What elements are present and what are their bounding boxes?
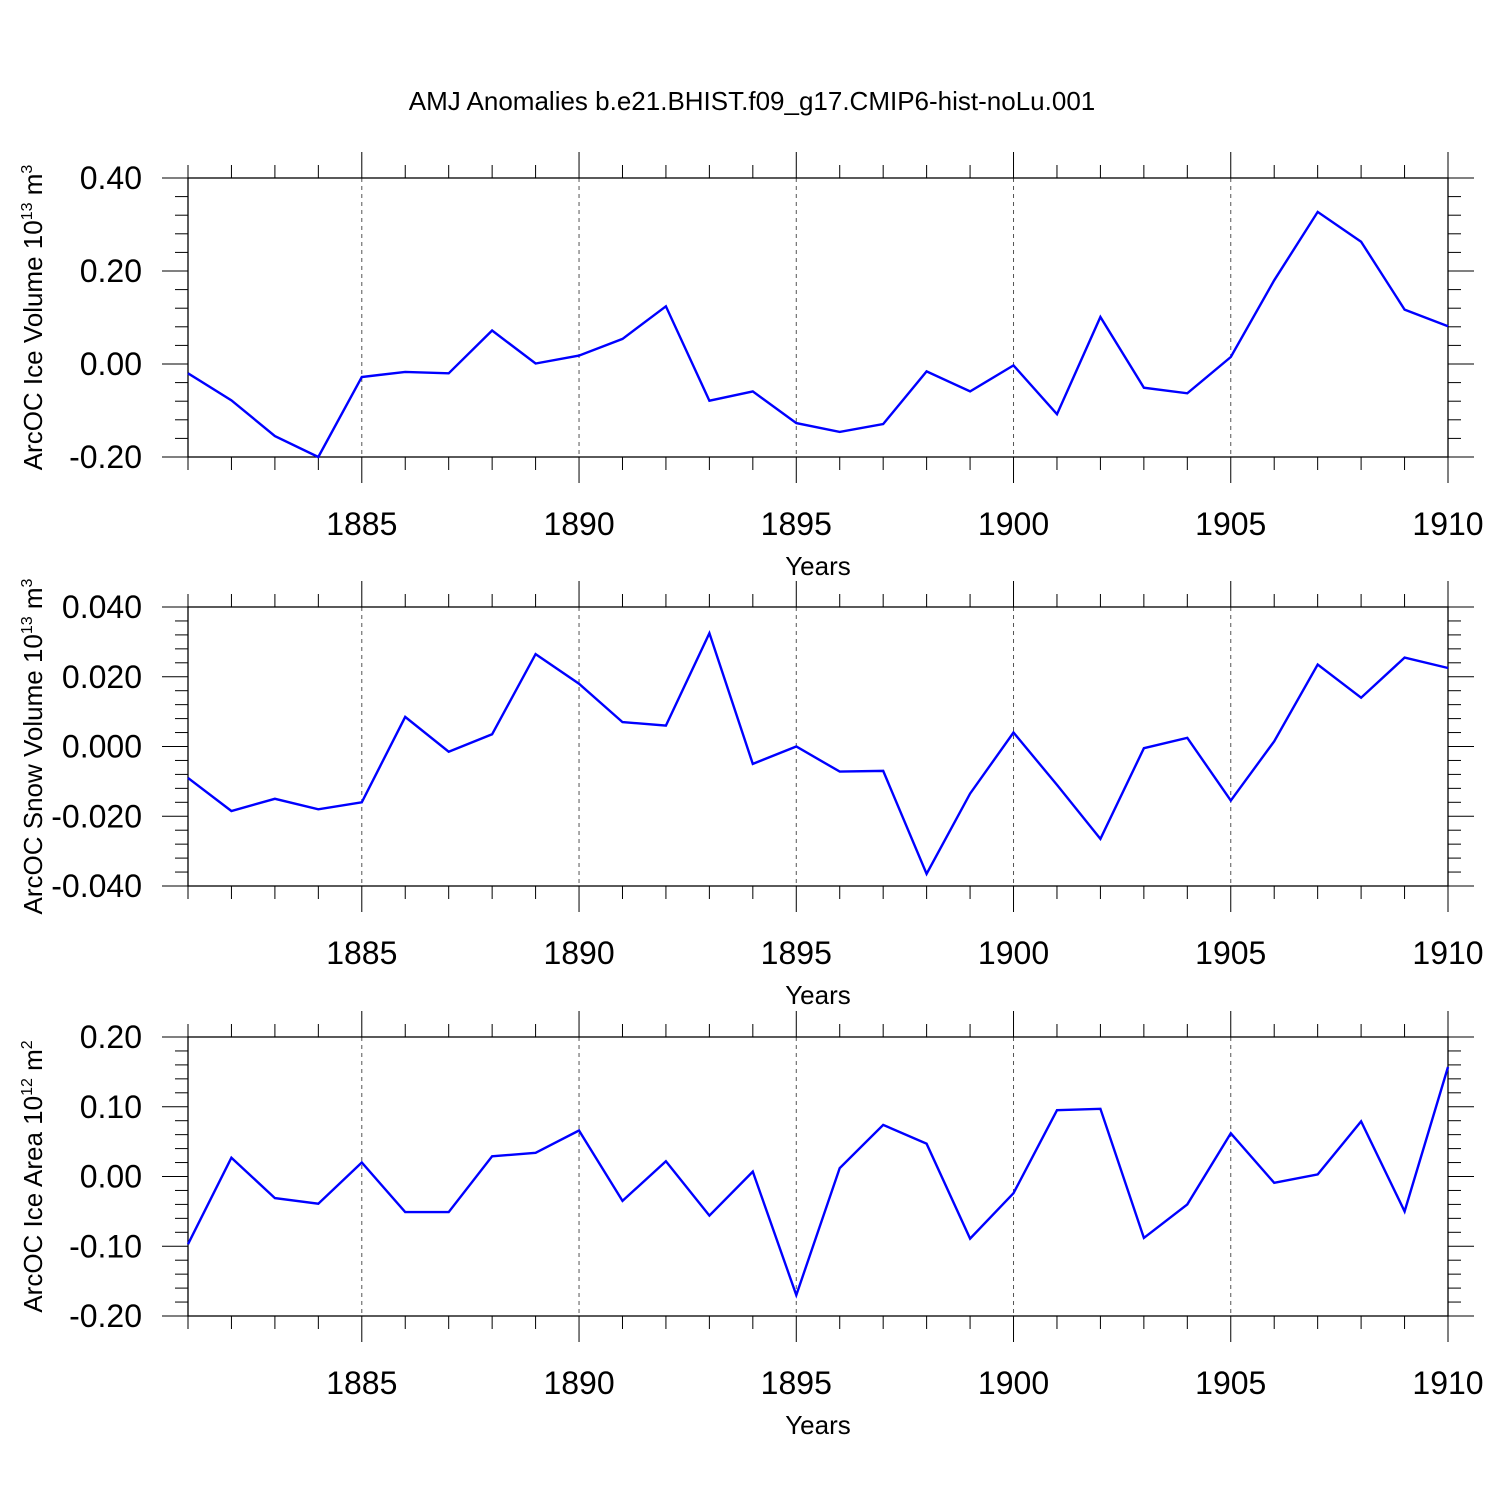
y-tick-label: -0.20	[69, 1298, 142, 1334]
x-tick-label: 1885	[326, 935, 397, 971]
y-axis-title-superscript: 3	[19, 578, 36, 587]
x-tick-label: 1895	[761, 1365, 832, 1401]
y-axis-title-superscript: 12	[19, 1078, 36, 1096]
x-axis-title: Years	[785, 551, 851, 581]
y-tick-label: -0.10	[69, 1228, 142, 1264]
figure-title: AMJ Anomalies b.e21.BHIST.f09_g17.CMIP6-…	[409, 86, 1096, 116]
x-tick-label: 1910	[1412, 1365, 1483, 1401]
x-tick-label: 1885	[326, 1365, 397, 1401]
x-tick-label: 1885	[326, 506, 397, 542]
x-tick-label: 1910	[1412, 506, 1483, 542]
plot-frame	[187, 177, 1449, 458]
x-tick-label: 1900	[978, 1365, 1049, 1401]
x-tick-label: 1905	[1195, 935, 1266, 971]
y-axis-title-text: ArcOC Snow Volume 10	[18, 634, 48, 914]
y-axis-title-text: ArcOC Ice Volume 10	[18, 220, 48, 470]
y-tick-label: 0.20	[80, 1019, 142, 1055]
series-line	[187, 210, 1449, 459]
plot-frame	[187, 1036, 1449, 1317]
x-tick-label: 1900	[978, 935, 1049, 971]
y-tick-label: 0.40	[80, 160, 142, 196]
chart-panel-2: -0.040 -0.020 0.000 0.020 0.040 1885 1890 1895 1…	[18, 578, 1484, 1010]
y-axis-title: ArcOC Snow Volume 1013 m3	[18, 578, 48, 914]
y-axis-title: ArcOC Ice Area 1012 m2	[18, 1040, 48, 1312]
y-tick-label: 0.20	[80, 253, 142, 289]
x-axis-title: Years	[785, 1410, 851, 1440]
y-tick-label: -0.020	[51, 798, 142, 834]
chart-panel-1: -0.20 0.00 0.20 0.40 1885 1890 1895 1900 1905 191…	[18, 152, 1484, 581]
y-axis-title-superscript: 13	[19, 202, 36, 220]
y-tick-label: 0.040	[62, 589, 142, 625]
y-tick-label: -0.20	[69, 439, 142, 475]
series-line	[187, 629, 1449, 877]
y-axis-title: ArcOC Ice Volume 1013 m3	[18, 165, 48, 471]
x-tick-label: 1900	[978, 506, 1049, 542]
y-tick-label: -0.040	[51, 868, 142, 904]
x-tick-label: 1895	[761, 506, 832, 542]
y-axis-title-superscript: 2	[19, 1040, 36, 1049]
y-axis-title-superscript: 13	[19, 616, 36, 634]
y-tick-label: 0.10	[80, 1089, 142, 1125]
x-tick-label: 1905	[1195, 506, 1266, 542]
x-tick-label: 1890	[543, 1365, 614, 1401]
x-tick-label: 1895	[761, 935, 832, 971]
x-tick-label: 1905	[1195, 1365, 1266, 1401]
x-tick-label: 1890	[543, 935, 614, 971]
y-axis-title-superscript: 3	[19, 165, 36, 174]
y-tick-label: 0.00	[80, 346, 142, 382]
y-axis-title-text: ArcOC Ice Area 10	[18, 1096, 48, 1313]
y-axis-title-text: m	[18, 1049, 48, 1078]
chart-panel-3: -0.20 -0.10 0.00 0.10 0.20 1885 1890 1895 1900 19…	[18, 1011, 1484, 1440]
y-axis-title-text: m	[18, 174, 48, 203]
series-line	[186, 1066, 1450, 1299]
plot-frame	[187, 606, 1449, 887]
y-tick-label: 0.00	[80, 1159, 142, 1195]
x-tick-label: 1890	[543, 506, 614, 542]
y-tick-label: 0.000	[62, 729, 142, 765]
y-axis-title-text: m	[18, 587, 48, 616]
x-axis-title: Years	[785, 980, 851, 1010]
y-tick-label: 0.020	[62, 659, 142, 695]
x-tick-label: 1910	[1412, 935, 1483, 971]
